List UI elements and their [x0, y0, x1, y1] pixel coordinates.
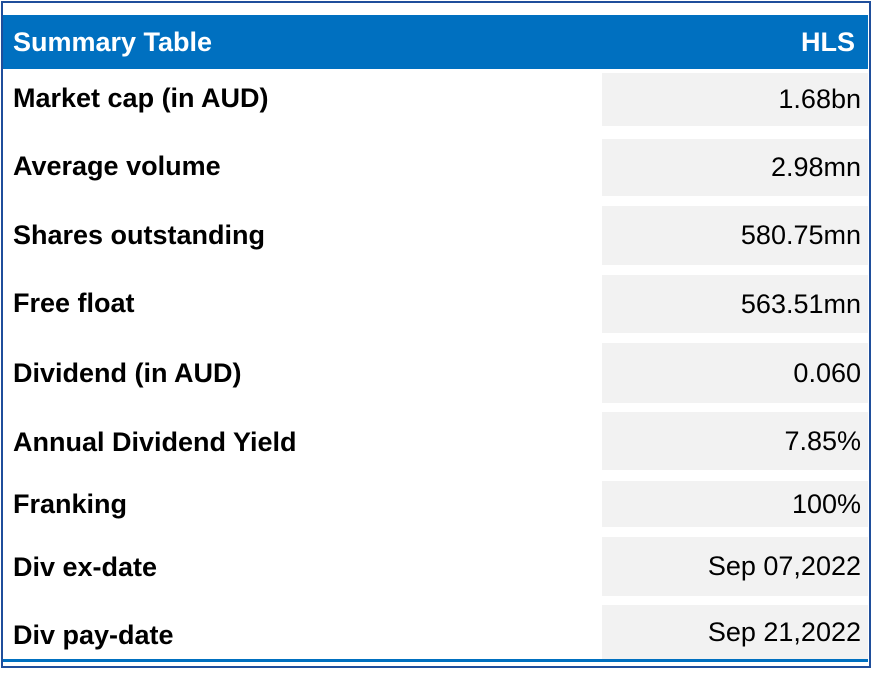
row-label: Average volume — [13, 151, 221, 181]
table-header: Summary Table HLS — [3, 15, 868, 69]
row-value: 580.75mn — [740, 220, 861, 250]
row-value: 1.68bn — [778, 84, 861, 114]
row-label: Div pay-date — [13, 620, 174, 650]
row-label: Free float — [13, 288, 135, 318]
row-value-cell: 7.85% — [602, 412, 868, 470]
row-value-cell: 100% — [602, 481, 868, 527]
row-value-cell: 2.98mn — [602, 139, 868, 196]
row-label: Dividend (in AUD) — [13, 358, 242, 388]
table-title: Summary Table — [13, 26, 213, 57]
ticker-label: HLS — [801, 26, 855, 57]
row-label: Annual Dividend Yield — [13, 427, 297, 457]
row-label: Franking — [13, 489, 128, 519]
row-value-cell: 580.75mn — [602, 206, 868, 265]
row-value-cell: 0.060 — [602, 343, 868, 403]
row-value-cell: Sep 07,2022 — [602, 537, 868, 596]
table-bottom-border — [3, 659, 868, 662]
row-value-cell: Sep 21,2022 — [602, 605, 868, 659]
row-value-cell: 563.51mn — [602, 275, 868, 333]
row-value: 2.98mn — [770, 152, 861, 182]
row-value: 0.060 — [793, 357, 861, 388]
row-value: 100% — [791, 488, 861, 519]
row-label: Market cap (in AUD) — [13, 83, 269, 113]
row-label: Div ex-date — [13, 552, 158, 582]
row-value: Sep 07,2022 — [707, 551, 861, 581]
row-value: 563.51mn — [740, 288, 861, 319]
row-value-cell: 1.68bn — [602, 73, 868, 126]
row-label: Shares outstanding — [13, 220, 266, 250]
row-value: Sep 21,2022 — [707, 616, 861, 647]
row-value: 7.85% — [784, 425, 861, 456]
